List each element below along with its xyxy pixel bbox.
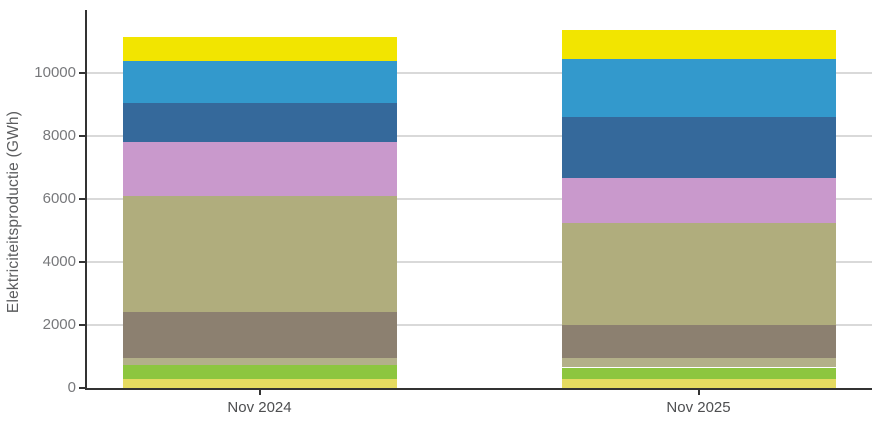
y-axis-tick: [79, 198, 86, 200]
bar-nov-2024-segment-light-khaki: [122, 358, 397, 365]
bar-nov-2024-segment-khaki-olive: [122, 195, 397, 313]
bar-nov-2025-segment-bright-yellow: [561, 29, 836, 59]
bar-nov-2025-segment-sand-yellow: [561, 378, 836, 388]
gridline: [87, 261, 872, 263]
y-axis-tick: [79, 135, 86, 137]
bar-nov-2025-segment-taupe-brown: [561, 325, 836, 359]
y-axis-tick: [79, 72, 86, 74]
y-tick-label: 0: [67, 379, 76, 396]
x-tick-label-nov-2024: Nov 2024: [227, 399, 292, 416]
bar-nov-2025-segment-lilac-pink: [561, 177, 836, 224]
y-tick-label: 4000: [42, 253, 76, 270]
bar-nov-2024-segment-sand-yellow: [122, 378, 397, 388]
y-tick-label: 10000: [34, 64, 76, 81]
bar-nov-2025-segment-dark-blue: [561, 116, 836, 178]
bar-nov-2024-segment-steel-light-blue: [122, 61, 397, 103]
bar-nov-2024-segment-bright-green: [122, 364, 397, 379]
gridline: [87, 135, 872, 137]
bar-nov-2024-segment-taupe-brown: [122, 312, 397, 359]
y-axis-tick: [79, 387, 86, 389]
x-axis-tick: [697, 390, 700, 395]
x-axis-line: [85, 388, 872, 390]
gridline: [87, 324, 872, 326]
bar-nov-2024-segment-bright-yellow: [122, 36, 397, 62]
y-tick-label: 8000: [42, 127, 76, 144]
gridline: [87, 198, 872, 200]
y-axis-line: [85, 10, 87, 390]
bar-nov-2025-segment-light-khaki: [561, 358, 836, 368]
x-axis-tick: [258, 390, 261, 395]
y-axis-tick: [79, 324, 86, 326]
bar-nov-2025-segment-steel-light-blue: [561, 58, 836, 117]
bar-nov-2025-segment-bright-green: [561, 367, 836, 379]
y-tick-label: 2000: [42, 316, 76, 333]
bar-nov-2025-segment-khaki-olive: [561, 223, 836, 325]
y-axis-tick: [79, 261, 86, 263]
bar-nov-2024-segment-lilac-pink: [122, 142, 397, 196]
bar-nov-2024-segment-dark-blue: [122, 102, 397, 143]
x-tick-label-nov-2025: Nov 2025: [666, 399, 731, 416]
gridline: [87, 72, 872, 74]
y-tick-label: 6000: [42, 190, 76, 207]
